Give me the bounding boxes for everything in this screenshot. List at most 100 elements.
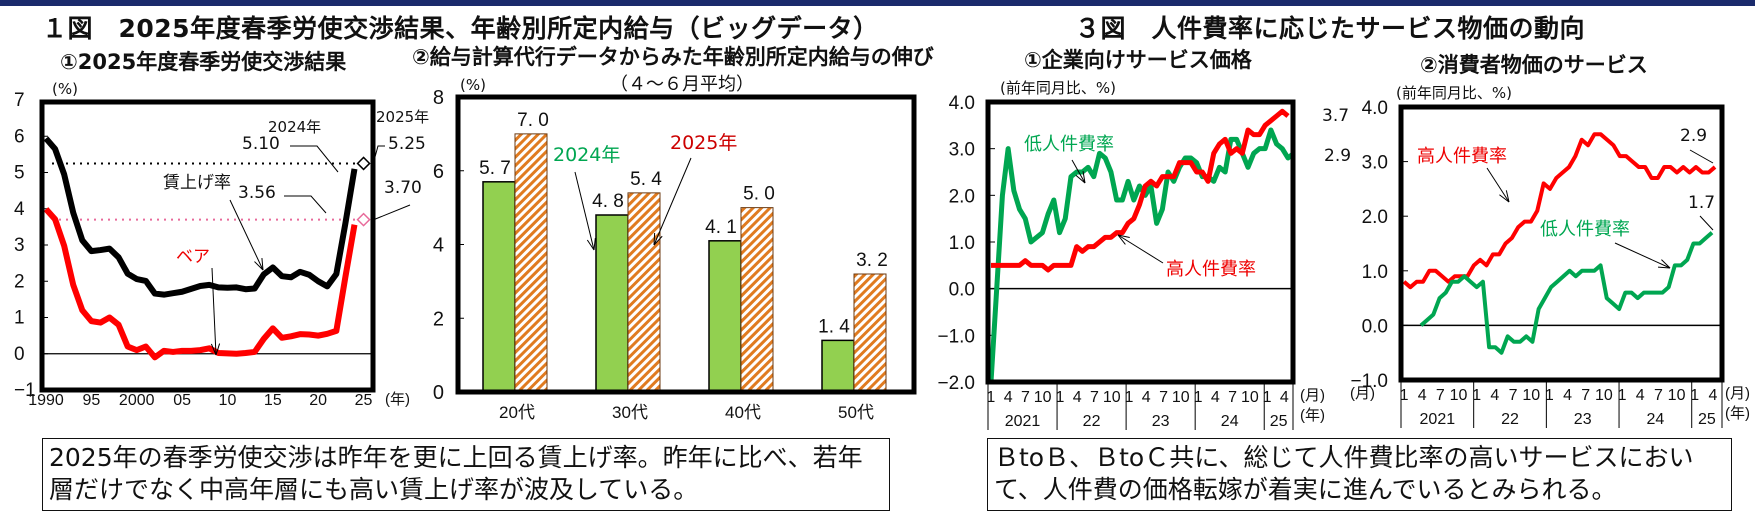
p4-end-high: 2.9 — [1680, 126, 1708, 146]
value-2025-wage: 5.25 — [388, 134, 426, 154]
y-tick-label: 1.0 — [949, 233, 975, 254]
year-label: 22 — [1501, 411, 1519, 428]
bar-value-2025: 3. 2 — [856, 250, 888, 271]
arrowhead-icon — [210, 343, 217, 356]
year-label: 25 — [1270, 413, 1288, 430]
right-note-text: ＢtoＢ、ＢtoＣ共に、総じて人件費比率の高いサービスにおいて、人件費の価格転嫁… — [994, 443, 1694, 504]
arrow-icon — [653, 157, 692, 246]
label-2024: 2024年 — [268, 118, 322, 136]
chart3a-frame — [985, 99, 1296, 385]
month-tick-label: 7 — [1436, 387, 1445, 404]
arrowhead-icon — [254, 261, 264, 271]
bar-value-2024: 4. 8 — [592, 191, 624, 212]
leader-line — [372, 204, 411, 221]
diamond-marker — [356, 212, 371, 227]
month-tick-label: 1 — [1472, 387, 1481, 404]
panel4-title: ②消費者物価のサービス — [1420, 53, 1648, 77]
month-tick-label: 4 — [1490, 387, 1499, 404]
arrowhead-icon — [1661, 259, 1671, 269]
p3-low-label: 低人件費率 — [1024, 134, 1114, 155]
month-tick-label: 7 — [1159, 389, 1168, 406]
chart1-frame — [39, 99, 376, 393]
chart2-frame — [455, 94, 917, 395]
arrowhead-icon — [1117, 234, 1130, 238]
leader-line — [284, 195, 327, 214]
month-tick-label: 7 — [1581, 387, 1590, 404]
p3-end-high: 3.7 — [1322, 106, 1350, 126]
x-category-label: 40代 — [725, 403, 761, 422]
arrow-icon — [1486, 167, 1510, 203]
month-tick-label: 1 — [1194, 389, 1203, 406]
y-tick-label: −1.0 — [937, 326, 975, 347]
x-unit-label: (年) — [385, 391, 410, 408]
month-tick-label: 7 — [1228, 389, 1237, 406]
arrowhead-icon — [1499, 194, 1510, 203]
month-tick-label: 7 — [1654, 387, 1663, 404]
right-note-box: ＢtoＢ、ＢtoＣ共に、総じて人件費比率の高いサービスにおいて、人件費の価格転嫁… — [987, 438, 1732, 511]
bar-value-2024: 1. 4 — [818, 316, 850, 337]
panel1-unit: (%) — [52, 80, 78, 98]
bar-2024 — [595, 214, 629, 393]
arrowhead-icon — [586, 239, 595, 251]
y-tick-label: 3.0 — [949, 140, 975, 161]
year-label: 2021 — [1420, 411, 1456, 428]
y-tick-label: 3 — [14, 235, 25, 256]
y-tick-label: 0.0 — [1362, 316, 1388, 337]
fig1-title: １図 2025年度春季労使交渉結果、年齢別所定内給与（ビッグデータ） — [42, 14, 879, 43]
year-label: 23 — [1574, 411, 1592, 428]
arrow-icon — [229, 199, 264, 271]
month-tick-label: 4 — [1280, 389, 1289, 406]
month-tick-label: 4 — [1636, 387, 1645, 404]
x-unit-year: (年) — [1725, 405, 1750, 422]
month-tick-label: 10 — [1450, 387, 1468, 404]
month-tick-label: 1 — [986, 389, 995, 406]
month-tick-label: 10 — [1668, 387, 1686, 404]
month-tick-label: 10 — [1172, 389, 1190, 406]
x-tick-label: 10 — [219, 392, 237, 409]
leader-line — [1689, 149, 1714, 164]
bar-2024 — [708, 240, 742, 393]
month-tick-label: 7 — [1021, 389, 1030, 406]
month-tick-label: 10 — [1103, 389, 1121, 406]
x-unit-month: (月) — [1725, 385, 1750, 402]
x-tick-label: 25 — [355, 392, 373, 409]
x-tick-label: 2000 — [119, 392, 155, 409]
month-tick-label: 10 — [1595, 387, 1613, 404]
month-tick-label: 7 — [1509, 387, 1518, 404]
base-series-label: ベア — [176, 247, 210, 267]
year-label: 2021 — [1005, 413, 1041, 430]
arrowhead-icon — [1082, 171, 1086, 184]
x-tick-label: 1990 — [28, 392, 64, 409]
x-tick-label: 95 — [82, 392, 100, 409]
bar-value-2024: 4. 1 — [705, 217, 737, 238]
arrowhead-icon — [1505, 190, 1510, 203]
bar-value-2025: 5. 0 — [743, 184, 775, 205]
x-tick-label: 20 — [309, 392, 327, 409]
label-2025: 2025年 — [376, 108, 430, 126]
month-tick-label: 4 — [1708, 387, 1717, 404]
legend-2024: 2024年 — [553, 144, 621, 166]
panel4-unit: (前年同月比、%) — [1396, 84, 1512, 102]
arrowhead-icon — [1075, 174, 1086, 184]
p4-end-low: 1.7 — [1688, 193, 1716, 213]
x-unit-year: (年) — [1300, 407, 1325, 424]
month-tick-label: 4 — [1073, 389, 1082, 406]
bar-value-2025: 5. 4 — [630, 169, 662, 190]
y-tick-label: 0 — [433, 382, 444, 404]
y-tick-label: 0 — [14, 344, 25, 365]
p4-low-label: 低人件費率 — [1540, 219, 1630, 240]
year-label: 24 — [1646, 411, 1664, 428]
series-line — [43, 136, 358, 298]
panel1-title: ①2025年度春季労使交渉結果 — [60, 50, 347, 74]
legend-2025: 2025年 — [670, 132, 738, 154]
month-tick-label: 1 — [1263, 389, 1272, 406]
y-tick-label: 4 — [14, 199, 25, 220]
p3-end-low: 2.9 — [1324, 146, 1352, 166]
month-tick-label: 10 — [1241, 389, 1259, 406]
value-2024-wage: 5.10 — [242, 134, 280, 154]
y-tick-label: 2.0 — [949, 186, 975, 207]
panel3-title: ①企業向けサービス価格 — [1024, 48, 1252, 72]
diamond-marker — [356, 156, 371, 171]
y-tick-label: 1 — [14, 308, 25, 329]
